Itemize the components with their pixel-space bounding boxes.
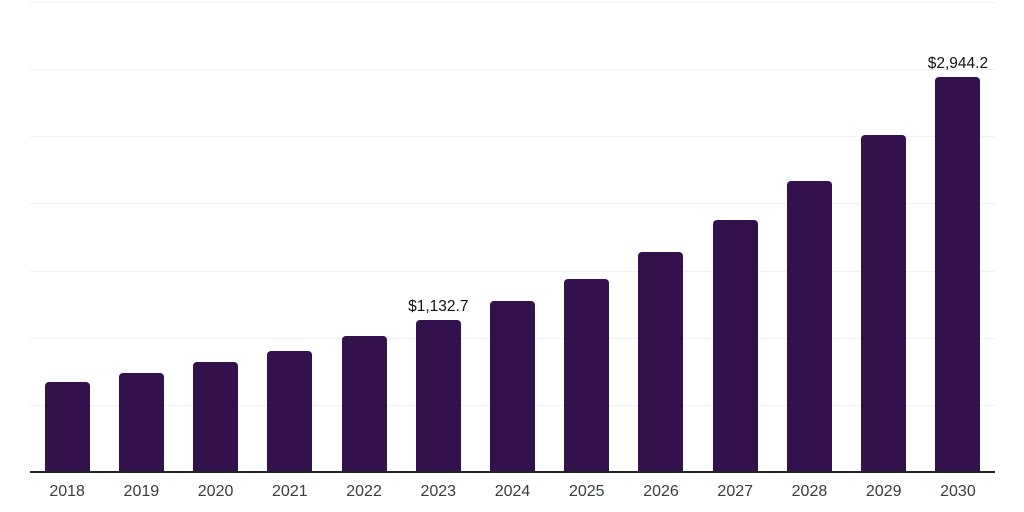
x-axis-label: 2023 [420, 483, 457, 500]
bar-column: $2,944.2 [921, 2, 995, 472]
bar-2026[interactable] [638, 251, 684, 472]
gridline [30, 136, 995, 138]
gridline [30, 203, 995, 205]
x-axis-labels: 2018 2019 2020 2021 2022 2023 2024 2025 2026 2027… [30, 483, 995, 501]
bar-column [772, 2, 846, 472]
gridline [30, 2, 995, 3]
bar-2030[interactable] [935, 76, 981, 472]
bar-column [550, 2, 624, 472]
gridline [30, 270, 995, 272]
bar-2021[interactable] [267, 350, 313, 472]
x-axis-label: 2024 [494, 483, 531, 500]
bar-column [475, 2, 549, 472]
x-axis-label: 2030 [940, 483, 976, 500]
x-axis-label: 2022 [346, 483, 382, 500]
bar-2024[interactable] [490, 301, 536, 472]
bars-row: $1,132.7 $2,944.2 [30, 2, 995, 472]
value-label: $2,944.2 [927, 55, 989, 73]
bar-column [104, 2, 178, 472]
value-label: $1,132.7 [408, 298, 469, 316]
bar-2025[interactable] [564, 279, 610, 472]
gridline [30, 69, 995, 71]
x-axis-label: 2020 [197, 483, 234, 500]
bar-2023[interactable] [415, 319, 461, 472]
bar-2028[interactable] [786, 181, 832, 472]
bar-column [30, 2, 104, 472]
bar-2018[interactable] [44, 382, 90, 472]
bar-column [178, 2, 252, 472]
bar-2027[interactable] [712, 219, 758, 472]
bar-2029[interactable] [861, 134, 907, 472]
x-axis-label: 2018 [49, 483, 85, 500]
bar-column [253, 2, 327, 472]
bar-column: $1,132.7 [401, 2, 475, 472]
bar-2022[interactable] [341, 335, 387, 472]
x-axis-label: 2019 [123, 483, 160, 500]
x-axis-label: 2021 [272, 483, 308, 500]
x-axis-label: 2029 [865, 483, 902, 500]
x-axis-label: 2025 [568, 483, 605, 500]
x-axis-line [30, 471, 995, 473]
bar-column [327, 2, 401, 472]
x-axis-label: 2028 [791, 483, 828, 500]
x-axis-label: 2026 [643, 483, 679, 500]
bar-2020[interactable] [193, 362, 239, 472]
bar-column [847, 2, 921, 472]
bar-2019[interactable] [118, 373, 164, 472]
plot-area: $1,132.7 $2,944.2 [30, 2, 995, 473]
bar-column [698, 2, 772, 472]
x-axis-label: 2027 [717, 483, 754, 500]
bar-column [624, 2, 698, 472]
